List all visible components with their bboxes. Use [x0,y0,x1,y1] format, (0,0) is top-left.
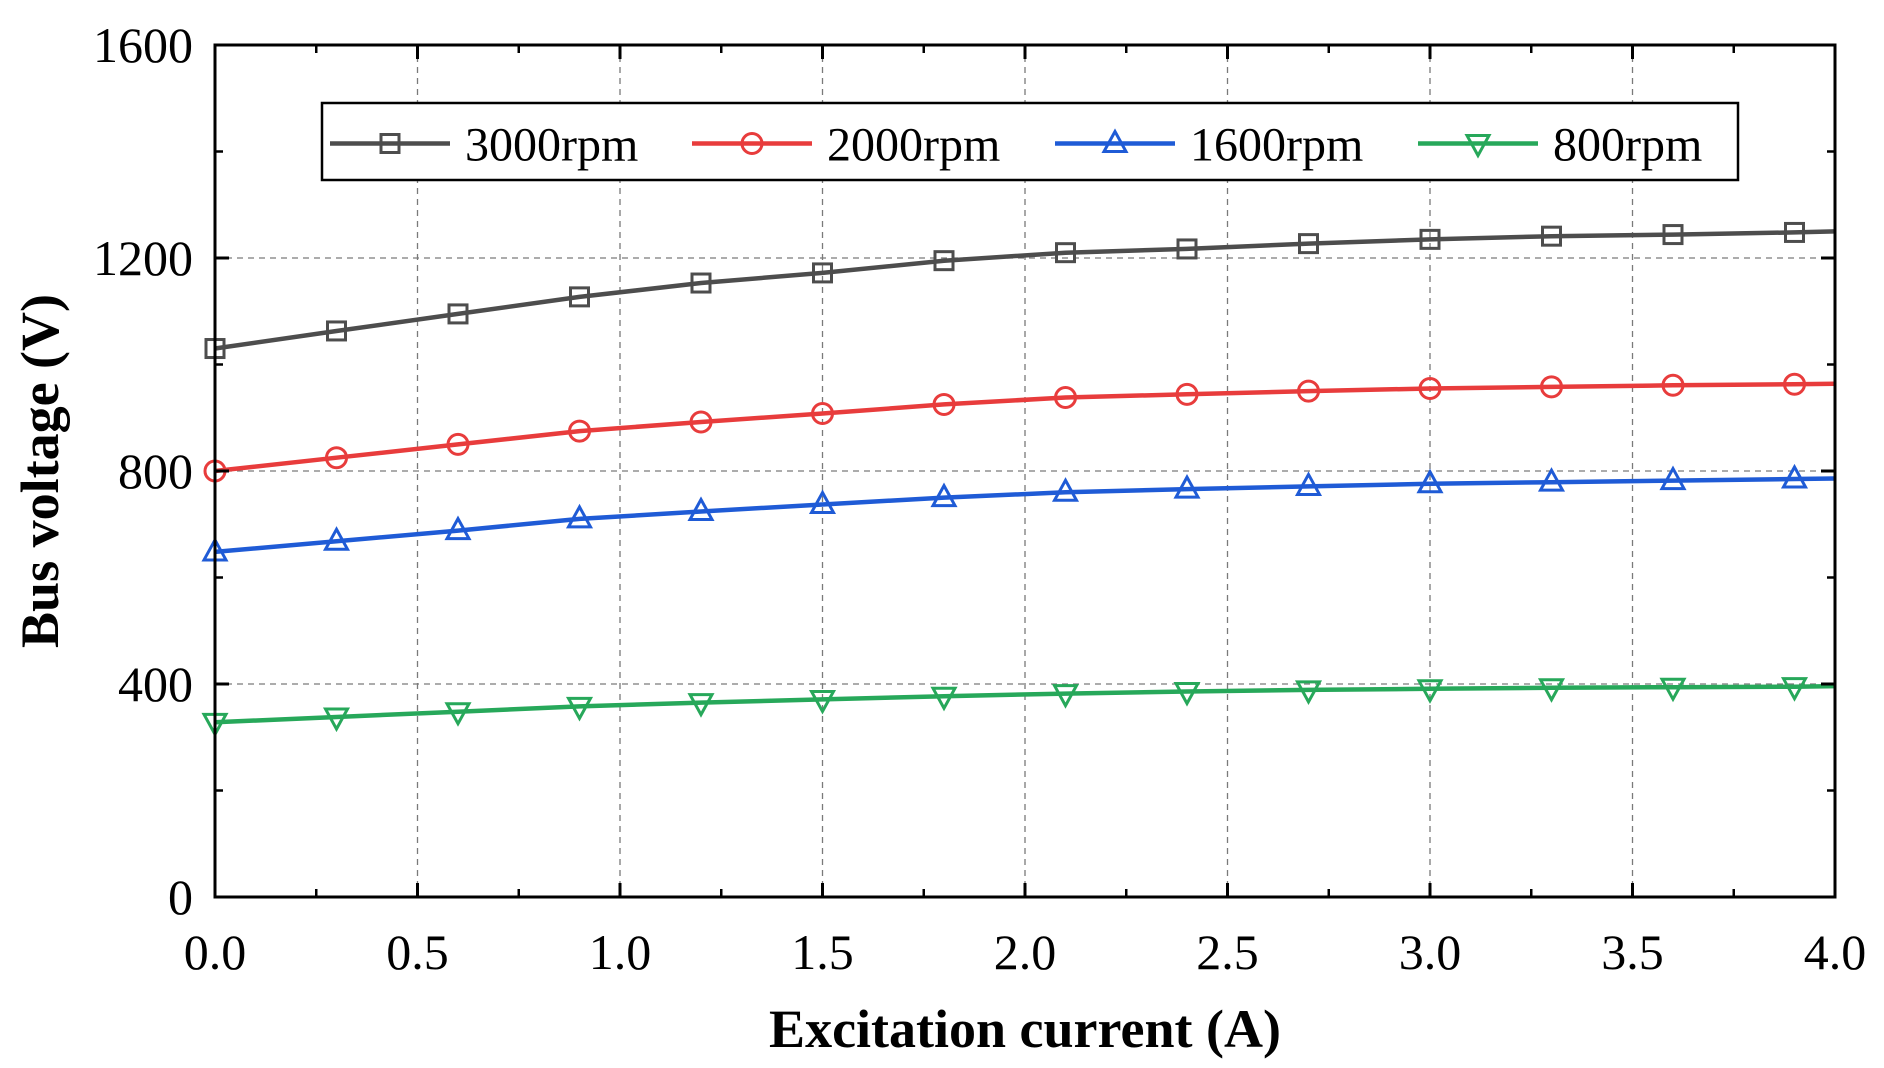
data-point [568,419,591,443]
y-tick-label: 800 [118,443,193,499]
data-point [930,686,958,712]
tick-labels: 0.0 0.5 1.0 1.5 2.0 2.5 3.0 3.5 4.0 0 400 800 1200 16… [93,17,1866,980]
data-point [1051,477,1080,502]
data-point [930,482,958,508]
series-line [214,381,1836,474]
legend-marker [1464,134,1492,159]
x-tick-label: 1.5 [791,924,854,980]
data-point [1054,386,1077,410]
series-line [214,683,1836,725]
data-point [569,286,590,308]
legend-label: 3000rpm [465,119,638,172]
legend-entry: 1600rpm [1055,119,1363,172]
data-point [690,272,712,294]
legend: 3000rpm 2000rpm 1600rpm 800rpm [320,101,1740,182]
ticks [213,43,1837,899]
y-tick-label: 1600 [93,17,193,73]
data-point [565,503,594,529]
data-point [1176,238,1198,260]
data-point [1540,375,1563,399]
x-tick-label: 3.5 [1601,924,1664,980]
data-point [325,446,348,470]
x-tick-label: 1.0 [589,924,652,980]
legend-entry: 2000rpm [692,119,1000,172]
data-point [1175,382,1199,406]
legend-label: 2000rpm [827,119,1000,172]
data-point [933,250,955,272]
series-layer [201,221,1836,738]
data-point [811,401,834,425]
data-point [1537,467,1566,492]
data-point [1051,684,1080,709]
data-point [1419,228,1441,250]
data-point [687,496,715,521]
x-tick-label: 4.0 [1804,924,1867,980]
data-point [565,696,594,722]
grid [215,45,1835,897]
x-axis-title: Excitation current (A) [769,999,1281,1059]
data-point [444,515,472,541]
series-1600rpm [201,463,1836,562]
legend-label: 800rpm [1553,119,1702,172]
y-tick-label: 1200 [93,230,193,286]
data-point [322,707,351,733]
data-point [444,702,472,727]
legend-marker [740,132,764,155]
x-tick-label: 3.0 [1399,924,1462,980]
data-point [1661,373,1685,397]
data-point [1541,225,1562,247]
data-point [1537,678,1566,703]
data-point [1294,471,1323,496]
data-point [446,432,470,456]
data-point [1784,221,1805,243]
data-point [447,303,469,325]
y-axis-title: Bus voltage (V) [10,294,70,648]
y-tick-label: 400 [118,656,193,712]
data-point [1662,224,1684,246]
data-point [1659,465,1687,491]
data-point [1416,468,1444,494]
data-point [687,693,715,718]
data-point [1298,233,1319,255]
legend-entry: 800rpm [1418,119,1702,172]
data-point [812,262,833,284]
legend-marker [1101,128,1129,153]
data-point [1173,681,1201,707]
data-point [1297,379,1320,403]
series-800rpm [201,677,1836,738]
data-point [326,320,347,342]
data-point [1416,679,1444,704]
x-tick-label: 2.5 [1196,924,1259,980]
series-3000rpm [204,221,1836,360]
x-tick-label: 2.0 [994,924,1057,980]
data-point [808,489,837,515]
data-point [1783,372,1806,396]
series-2000rpm [203,372,1836,483]
data-point [322,526,351,551]
data-point [1173,473,1201,499]
data-point [1055,242,1076,264]
legend-label: 1600rpm [1190,119,1363,172]
series-line [214,229,1836,351]
data-point [808,689,837,715]
data-point [1294,680,1323,705]
data-point [1418,376,1442,400]
x-tick-label: 0.0 [184,924,247,980]
y-tick-label: 0 [168,869,193,925]
data-point [1780,463,1809,489]
x-tick-label: 0.5 [386,924,449,980]
series-line [214,476,1836,555]
legend-marker [379,133,401,154]
data-point [689,410,713,434]
data-point [932,392,956,416]
legend-entry: 3000rpm [330,119,638,172]
data-point [1780,677,1809,702]
data-point [1659,677,1687,703]
